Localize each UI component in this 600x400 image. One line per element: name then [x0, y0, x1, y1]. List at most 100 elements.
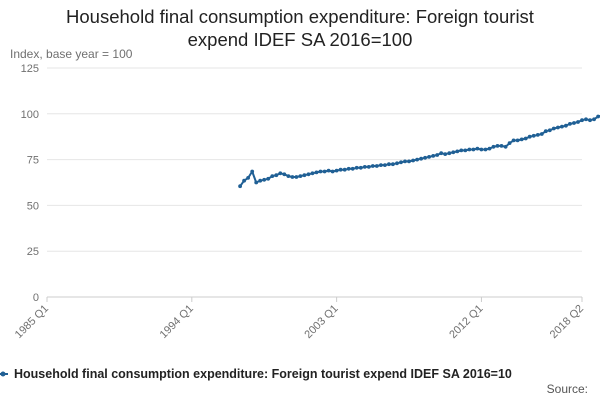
data-point[interactable]	[523, 136, 528, 141]
data-point[interactable]	[274, 173, 279, 178]
legend[interactable]: Household final consumption expenditure:…	[0, 367, 512, 381]
data-point[interactable]	[439, 151, 444, 156]
data-point[interactable]	[467, 147, 472, 152]
series-line	[239, 115, 600, 187]
data-point[interactable]	[354, 165, 359, 170]
data-point[interactable]	[455, 149, 460, 154]
data-point[interactable]	[515, 138, 520, 143]
data-point[interactable]	[358, 165, 363, 170]
data-point[interactable]	[415, 157, 419, 162]
data-point[interactable]	[547, 128, 552, 133]
data-point[interactable]	[238, 184, 243, 189]
data-point[interactable]	[588, 118, 592, 123]
data-point[interactable]	[431, 154, 436, 158]
data-point[interactable]	[423, 155, 427, 160]
data-point[interactable]	[334, 168, 339, 173]
data-point[interactable]	[475, 146, 480, 151]
data-point[interactable]	[435, 153, 440, 157]
data-point[interactable]	[399, 160, 403, 165]
data-point[interactable]	[362, 165, 367, 169]
data-point[interactable]	[511, 138, 516, 143]
data-point[interactable]	[387, 162, 391, 167]
x-tick-label: 2003 Q1	[302, 303, 340, 341]
data-point[interactable]	[411, 158, 415, 163]
x-tick-label: 2012 Q1	[447, 303, 485, 341]
data-point[interactable]	[258, 178, 263, 183]
data-point[interactable]	[391, 162, 395, 167]
data-point[interactable]	[298, 174, 303, 179]
data-point[interactable]	[294, 175, 299, 179]
data-point[interactable]	[499, 144, 504, 148]
data-point[interactable]	[531, 133, 536, 138]
data-point[interactable]	[487, 146, 492, 151]
legend-swatch-marker	[0, 371, 6, 377]
data-point[interactable]	[370, 164, 375, 168]
data-point[interactable]	[342, 167, 347, 172]
data-point[interactable]	[519, 137, 524, 142]
y-tick-labels: 0 25 50 75 100 125	[21, 63, 39, 304]
data-point[interactable]	[535, 133, 540, 137]
data-point[interactable]	[479, 147, 484, 152]
data-point[interactable]	[374, 164, 379, 168]
data-point[interactable]	[282, 172, 287, 177]
data-point[interactable]	[568, 122, 572, 126]
data-point[interactable]	[246, 176, 251, 180]
data-point[interactable]	[314, 170, 319, 175]
data-point[interactable]	[242, 178, 247, 183]
data-point[interactable]	[395, 161, 399, 166]
data-point[interactable]	[507, 141, 512, 146]
data-point[interactable]	[580, 118, 584, 123]
data-point[interactable]	[403, 159, 407, 164]
data-point[interactable]	[310, 171, 315, 176]
data-point[interactable]	[564, 123, 568, 128]
data-point[interactable]	[290, 175, 295, 179]
data-point[interactable]	[483, 147, 488, 152]
data-point[interactable]	[270, 174, 275, 179]
data-point[interactable]	[302, 173, 307, 178]
data-point[interactable]	[407, 159, 411, 164]
data-point[interactable]	[556, 125, 560, 130]
data-point[interactable]	[527, 134, 532, 139]
data-point[interactable]	[551, 126, 556, 131]
data-point[interactable]	[278, 171, 283, 176]
data-point[interactable]	[459, 148, 464, 153]
data-point[interactable]	[330, 169, 335, 174]
data-point[interactable]	[447, 151, 452, 156]
data-point[interactable]	[250, 169, 255, 174]
gridlines	[46, 67, 583, 302]
x-tick-label: 1994 Q1	[158, 303, 196, 341]
data-point[interactable]	[572, 121, 576, 125]
data-point[interactable]	[576, 120, 580, 124]
data-point[interactable]	[318, 169, 323, 174]
data-point[interactable]	[350, 166, 355, 171]
data-point[interactable]	[262, 177, 267, 182]
data-point[interactable]	[592, 117, 596, 122]
data-point[interactable]	[584, 117, 588, 122]
data-point[interactable]	[560, 124, 564, 129]
data-point[interactable]	[596, 114, 600, 119]
data-point[interactable]	[503, 144, 508, 149]
data-point[interactable]	[379, 163, 383, 168]
data-point[interactable]	[326, 168, 331, 173]
data-point[interactable]	[451, 150, 456, 155]
data-point[interactable]	[463, 148, 468, 153]
data-point[interactable]	[543, 129, 548, 134]
data-point[interactable]	[419, 156, 423, 161]
y-tick-label: 100	[21, 109, 39, 121]
data-point[interactable]	[338, 167, 343, 172]
data-point[interactable]	[495, 144, 500, 148]
data-point[interactable]	[346, 166, 351, 171]
data-point[interactable]	[366, 165, 371, 169]
data-point[interactable]	[254, 180, 259, 185]
data-point[interactable]	[443, 152, 448, 157]
data-point[interactable]	[322, 169, 327, 174]
data-point[interactable]	[383, 163, 387, 168]
y-tick-label: 125	[21, 63, 39, 75]
data-point[interactable]	[539, 132, 544, 136]
data-point[interactable]	[266, 176, 271, 181]
data-point[interactable]	[286, 174, 291, 179]
data-point[interactable]	[491, 144, 496, 149]
data-point[interactable]	[306, 172, 311, 177]
data-point[interactable]	[427, 155, 431, 159]
data-point[interactable]	[471, 147, 476, 152]
